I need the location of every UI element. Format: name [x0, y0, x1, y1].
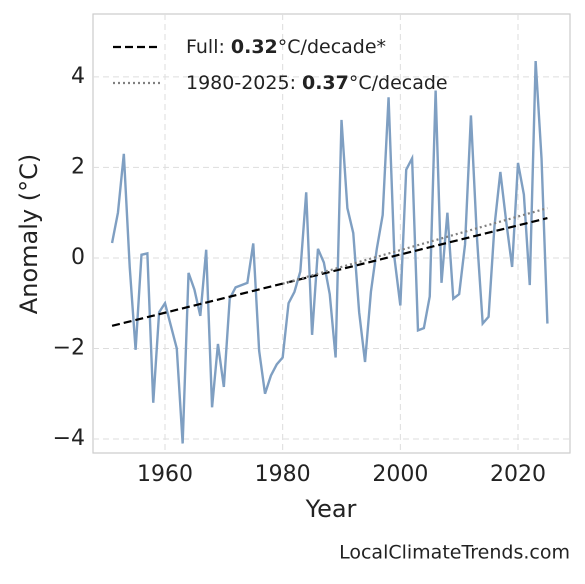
trend-line	[282, 207, 548, 285]
x-tick-label: 2020	[490, 462, 546, 487]
y-tick-label: −2	[53, 335, 85, 360]
legend-prefix: 1980-2025:	[186, 72, 296, 94]
x-axis-label: Year	[305, 495, 357, 523]
legend-label: Full: 0.32°C/decade*	[186, 36, 386, 58]
legend-suffix: °C/decade*	[278, 36, 386, 58]
legend-label: 1980-2025: 0.37°C/decade	[186, 72, 448, 94]
y-tick-label: 0	[71, 245, 85, 270]
legend-rate: 0.37	[302, 72, 349, 94]
trend-line	[111, 217, 548, 327]
data-line	[110, 60, 549, 444]
x-tick-label: 1960	[137, 462, 193, 487]
credit: LocalClimateTrends.com	[339, 542, 570, 564]
legend-rate: 0.32	[231, 36, 278, 58]
legend-suffix: °C/decade	[349, 72, 448, 94]
x-tick-label: 2000	[372, 462, 428, 487]
y-tick-label: 4	[71, 64, 85, 89]
y-axis-label: Anomaly (°C)	[15, 154, 43, 314]
plot-frame	[92, 13, 571, 454]
y-tick-label: 2	[71, 154, 85, 179]
legend-prefix: Full:	[186, 36, 225, 58]
x-tick-label: 1980	[255, 462, 311, 487]
y-tick-label: −4	[53, 426, 85, 451]
